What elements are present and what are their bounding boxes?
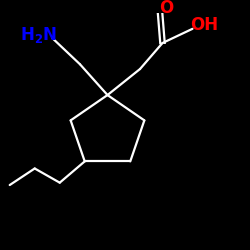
Text: $\mathregular{H_2N}$: $\mathregular{H_2N}$ xyxy=(20,25,57,45)
Text: O: O xyxy=(159,0,174,17)
Text: OH: OH xyxy=(190,16,218,34)
